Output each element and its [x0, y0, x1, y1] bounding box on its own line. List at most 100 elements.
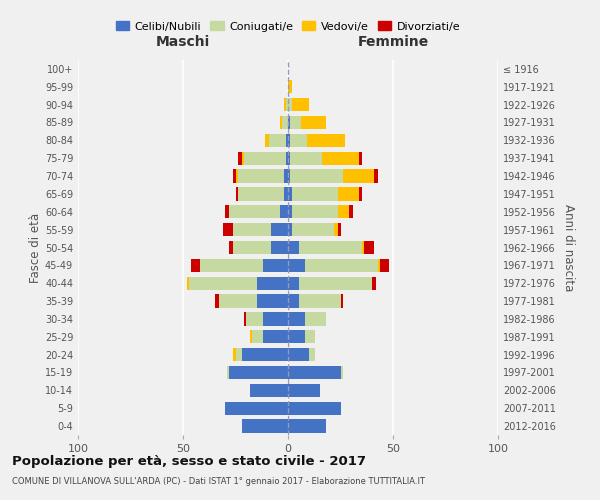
Bar: [299, 241, 361, 254]
Bar: [244, 152, 286, 165]
Bar: [299, 276, 372, 290]
Bar: [229, 205, 280, 218]
Bar: [282, 116, 288, 129]
Bar: [288, 366, 341, 379]
Bar: [271, 223, 288, 236]
Bar: [359, 187, 362, 200]
Bar: [288, 312, 305, 326]
Bar: [244, 312, 246, 326]
Bar: [288, 205, 292, 218]
Bar: [286, 134, 288, 147]
Bar: [233, 241, 271, 254]
Bar: [338, 205, 349, 218]
Bar: [301, 116, 326, 129]
Bar: [257, 294, 288, 308]
Bar: [288, 116, 290, 129]
Bar: [334, 223, 338, 236]
Text: Popolazione per età, sesso e stato civile - 2017: Popolazione per età, sesso e stato civil…: [12, 455, 366, 468]
Bar: [218, 294, 257, 308]
Bar: [305, 258, 379, 272]
Bar: [238, 170, 284, 183]
Bar: [238, 152, 242, 165]
Bar: [288, 348, 309, 362]
Bar: [379, 258, 380, 272]
Bar: [288, 80, 292, 94]
Legend: Celibi/Nubili, Coniugati/e, Vedovi/e, Divorziati/e: Celibi/Nubili, Coniugati/e, Vedovi/e, Di…: [112, 17, 464, 36]
Bar: [227, 366, 229, 379]
Bar: [341, 366, 343, 379]
Bar: [290, 170, 343, 183]
Bar: [253, 330, 263, 344]
Bar: [263, 258, 288, 272]
Text: COMUNE DI VILLANOVA SULL'ARDA (PC) - Dati ISTAT 1° gennaio 2017 - Elaborazione T: COMUNE DI VILLANOVA SULL'ARDA (PC) - Dat…: [12, 478, 425, 486]
Bar: [290, 116, 301, 129]
Bar: [225, 402, 288, 415]
Bar: [242, 152, 244, 165]
Bar: [349, 205, 353, 218]
Bar: [242, 420, 288, 433]
Bar: [284, 170, 288, 183]
Bar: [250, 384, 288, 397]
Bar: [288, 170, 290, 183]
Bar: [288, 223, 292, 236]
Bar: [372, 276, 376, 290]
Bar: [292, 187, 338, 200]
Bar: [374, 170, 379, 183]
Bar: [288, 384, 320, 397]
Bar: [292, 98, 309, 112]
Bar: [250, 330, 252, 344]
Y-axis label: Anni di nascita: Anni di nascita: [562, 204, 575, 291]
Bar: [263, 312, 288, 326]
Bar: [364, 241, 374, 254]
Bar: [286, 98, 288, 112]
Bar: [284, 187, 288, 200]
Bar: [288, 294, 299, 308]
Bar: [284, 98, 286, 112]
Bar: [322, 152, 359, 165]
Bar: [305, 330, 316, 344]
Bar: [235, 348, 242, 362]
Bar: [288, 134, 290, 147]
Bar: [359, 152, 362, 165]
Bar: [191, 258, 200, 272]
Bar: [229, 241, 233, 254]
Bar: [233, 170, 235, 183]
Bar: [288, 98, 292, 112]
Text: Maschi: Maschi: [156, 36, 210, 50]
Bar: [271, 241, 288, 254]
Bar: [190, 276, 257, 290]
Bar: [292, 223, 334, 236]
Bar: [288, 241, 299, 254]
Bar: [288, 276, 299, 290]
Bar: [338, 187, 359, 200]
Bar: [233, 348, 235, 362]
Bar: [307, 134, 344, 147]
Bar: [280, 205, 288, 218]
Bar: [263, 330, 288, 344]
Bar: [238, 187, 284, 200]
Bar: [280, 116, 282, 129]
Bar: [233, 223, 271, 236]
Bar: [246, 312, 263, 326]
Bar: [288, 402, 341, 415]
Bar: [361, 241, 364, 254]
Bar: [338, 223, 341, 236]
Bar: [187, 276, 189, 290]
Bar: [235, 187, 238, 200]
Y-axis label: Fasce di età: Fasce di età: [29, 212, 42, 282]
Bar: [229, 366, 288, 379]
Bar: [200, 258, 263, 272]
Bar: [286, 152, 288, 165]
Bar: [343, 170, 374, 183]
Bar: [215, 294, 218, 308]
Bar: [341, 294, 343, 308]
Bar: [269, 134, 286, 147]
Bar: [309, 348, 316, 362]
Bar: [305, 312, 326, 326]
Bar: [288, 258, 305, 272]
Bar: [299, 294, 341, 308]
Bar: [235, 170, 238, 183]
Bar: [288, 420, 326, 433]
Bar: [380, 258, 389, 272]
Text: Femmine: Femmine: [358, 36, 428, 50]
